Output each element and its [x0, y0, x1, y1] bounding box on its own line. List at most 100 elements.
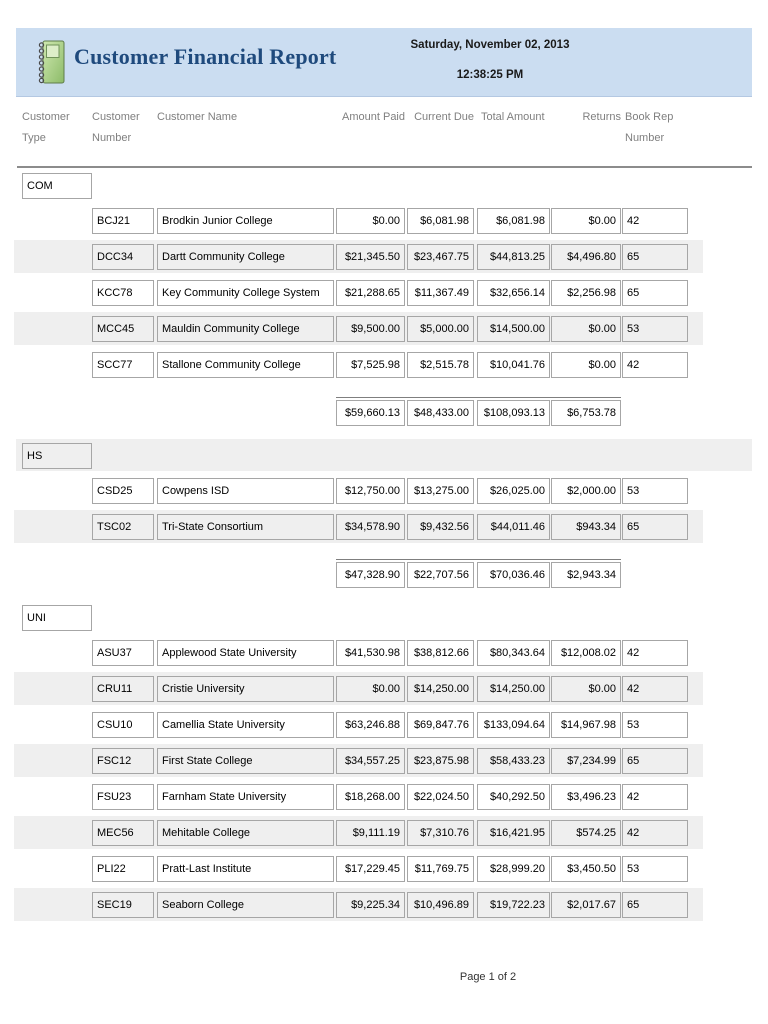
book-rep-box: 42: [622, 352, 688, 378]
book-rep-box: 53: [622, 712, 688, 738]
amount-paid-box: $41,530.98: [336, 640, 405, 666]
column-header-line: Customer Name: [157, 111, 238, 123]
subtotal-amount-paid-box: $59,660.13: [336, 400, 405, 426]
column-header-line: Type: [22, 132, 46, 144]
total-amount-box: $6,081.98: [477, 208, 550, 234]
book-rep-box: 42: [622, 784, 688, 810]
header-divider-line: [17, 166, 752, 168]
amount-paid-box: $0.00: [336, 208, 405, 234]
group-header-row: UNI: [0, 601, 768, 635]
customer-row: PLI22 Pratt-Last Institute $17,229.45 $11,7…: [0, 851, 768, 887]
amount-paid-box: $21,288.65: [336, 280, 405, 306]
total-amount-box: $14,250.00: [477, 676, 550, 702]
returns-box: $3,496.23: [551, 784, 621, 810]
row-stripe: [16, 439, 752, 471]
customer-name-box: Farnham State University: [157, 784, 334, 810]
current-due-box: $6,081.98: [407, 208, 474, 234]
amount-paid-box: $9,111.19: [336, 820, 405, 846]
amount-paid-box: $17,229.45: [336, 856, 405, 882]
total-amount-box: $14,500.00: [477, 316, 550, 342]
amount-paid-box: $0.00: [336, 676, 405, 702]
page-number-label: Page 1 of 2: [459, 971, 517, 983]
customer-number-box: KCC78: [92, 280, 154, 306]
book-rep-box: 65: [622, 748, 688, 774]
book-rep-box: 42: [622, 208, 688, 234]
customer-number-box: CSU10: [92, 712, 154, 738]
returns-box: $2,256.98: [551, 280, 621, 306]
current-due-box: $13,275.00: [407, 478, 474, 504]
customer-name-box: Stallone Community College: [157, 352, 334, 378]
customer-name-box: Pratt-Last Institute: [157, 856, 334, 882]
customer-row: CSU10 Camellia State University $63,246.88…: [0, 707, 768, 743]
customer-name-box: Brodkin Junior College: [157, 208, 334, 234]
customer-row: SEC19 Seaborn College $9,225.34 $10,496.89 $…: [0, 887, 768, 923]
subtotal-rule: [336, 397, 621, 398]
customer-name-box: Dartt Community College: [157, 244, 334, 270]
book-rep-box: 42: [622, 640, 688, 666]
current-due-box: $38,812.66: [407, 640, 474, 666]
customer-name-box: First State College: [157, 748, 334, 774]
customer-row: MEC56 Mehitable College $9,111.19 $7,310.76…: [0, 815, 768, 851]
book-rep-box: 53: [622, 856, 688, 882]
column-header-name: Customer Name: [157, 107, 334, 128]
total-amount-box: $26,025.00: [477, 478, 550, 504]
returns-box: $4,496.80: [551, 244, 621, 270]
total-amount-box: $19,722.23: [477, 892, 550, 918]
customer-number-box: MEC56: [92, 820, 154, 846]
current-due-box: $2,515.78: [407, 352, 474, 378]
subtotal-total-amount-box: $70,036.46: [477, 562, 550, 588]
customer-name-box: Mehitable College: [157, 820, 334, 846]
current-due-box: $11,769.75: [407, 856, 474, 882]
amount-paid-box: $7,525.98: [336, 352, 405, 378]
customer-name-box: Seaborn College: [157, 892, 334, 918]
customer-name-box: Camellia State University: [157, 712, 334, 738]
current-due-box: $5,000.00: [407, 316, 474, 342]
subtotal-total-amount-box: $108,093.13: [477, 400, 550, 426]
column-header-line: Number: [92, 132, 132, 144]
returns-box: $12,008.02: [551, 640, 621, 666]
current-due-box: $23,875.98: [407, 748, 474, 774]
total-amount-box: $32,656.14: [477, 280, 550, 306]
current-due-box: $9,432.56: [407, 514, 474, 540]
customer-row: ASU37 Applewood State University $41,530.9…: [0, 635, 768, 671]
report-body: COM BCJ21 Brodkin Junior College $0.00 $6,08…: [0, 169, 768, 923]
customer-number-box: TSC02: [92, 514, 154, 540]
customer-row: BCJ21 Brodkin Junior College $0.00 $6,081.9…: [0, 203, 768, 239]
total-amount-box: $44,011.46: [477, 514, 550, 540]
subtotal-amount-paid-box: $47,328.90: [336, 562, 405, 588]
total-amount-box: $58,433.23: [477, 748, 550, 774]
book-rep-box: 42: [622, 676, 688, 702]
column-header-line: Book Rep: [625, 111, 674, 123]
customer-number-box: MCC45: [92, 316, 154, 342]
column-header-due: Current Due: [407, 107, 474, 128]
amount-paid-box: $63,246.88: [336, 712, 405, 738]
customer-name-box: Cristie University: [157, 676, 334, 702]
current-due-box: $7,310.76: [407, 820, 474, 846]
customer-number-box: FSU23: [92, 784, 154, 810]
subtotal-returns-box: $6,753.78: [551, 400, 621, 426]
current-due-box: $69,847.76: [407, 712, 474, 738]
customer-row: DCC34 Dartt Community College $21,345.50 $2…: [0, 239, 768, 275]
customer-name-box: Key Community College System: [157, 280, 334, 306]
book-rep-box: 53: [622, 478, 688, 504]
returns-box: $2,017.67: [551, 892, 621, 918]
returns-box: $0.00: [551, 352, 621, 378]
total-amount-box: $10,041.76: [477, 352, 550, 378]
customer-row: TSC02 Tri-State Consortium $34,578.90 $9,43…: [0, 509, 768, 545]
column-header-line: Returns: [582, 111, 621, 123]
book-rep-box: 65: [622, 514, 688, 540]
customer-type-box: COM: [22, 173, 92, 199]
customer-number-box: PLI22: [92, 856, 154, 882]
report-title: Customer Financial Report: [74, 44, 337, 69]
returns-box: $7,234.99: [551, 748, 621, 774]
row-stripe: [14, 510, 703, 543]
group-header-row: HS: [0, 439, 768, 473]
column-header-paid: Amount Paid: [336, 107, 405, 128]
current-due-box: $22,024.50: [407, 784, 474, 810]
amount-paid-box: $34,578.90: [336, 514, 405, 540]
group-subtotal-row: $59,660.13 $48,433.00 $108,093.13 $6,753.78: [0, 383, 768, 439]
column-header-type: Customer Type: [22, 107, 92, 149]
row-stripe: [14, 312, 703, 345]
column-header-line: Total Amount: [481, 111, 545, 123]
group-subtotal-row: $47,328.90 $22,707.56 $70,036.46 $2,943.34: [0, 545, 768, 601]
